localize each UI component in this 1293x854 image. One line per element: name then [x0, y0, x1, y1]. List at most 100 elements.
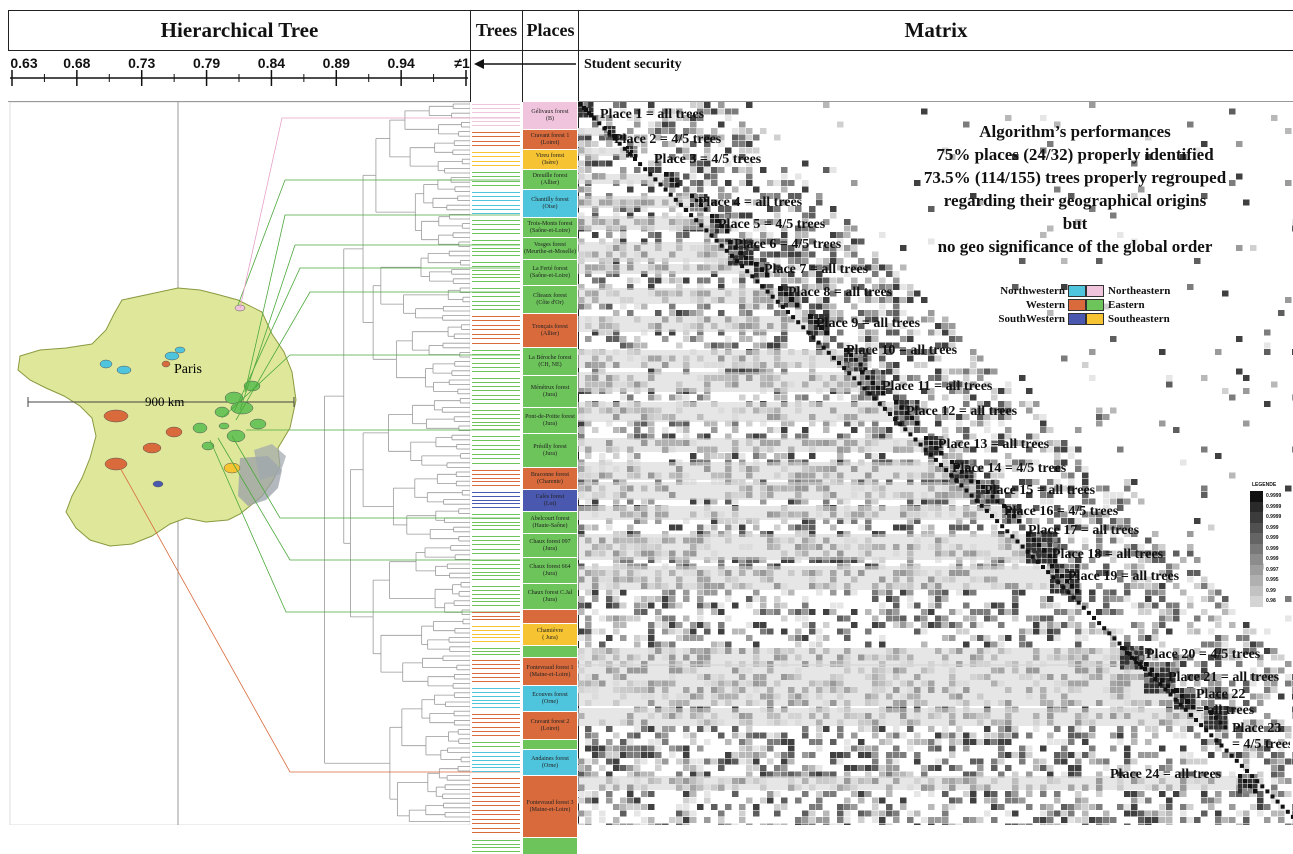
matrix-cell: [697, 804, 704, 810]
matrix-cell: [1264, 648, 1271, 654]
matrix-cell: [1194, 616, 1201, 622]
matrix-cell: [1271, 382, 1278, 388]
matrix-cell: [599, 811, 606, 817]
matrix-cell: [809, 609, 816, 615]
matrix-cell: [746, 752, 753, 758]
matrix-band: [578, 534, 1026, 560]
matrix-cell: [592, 232, 599, 238]
matrix-cell: [683, 336, 690, 342]
matrix-cell: [949, 336, 956, 342]
place-block: Cravant forest 1(Loiret): [523, 130, 577, 149]
matrix-cell: [879, 278, 886, 284]
matrix-cell: [669, 590, 676, 596]
matrix-cell: [830, 213, 837, 219]
matrix-cell: [585, 629, 592, 635]
matrix-cell: [599, 278, 606, 284]
matrix-cell: [879, 232, 886, 238]
matrix-cell: [781, 733, 788, 739]
tree-leaf-line: [472, 514, 520, 515]
matrix-cell: [1061, 440, 1068, 446]
matrix-cell: [865, 642, 872, 648]
matrix-cell: [732, 733, 739, 739]
tree-leaf-line: [472, 399, 520, 400]
matrix-cell: [1138, 603, 1145, 609]
matrix-header: Matrix: [578, 10, 1293, 50]
tree-leaf-line: [472, 425, 520, 426]
matrix-cell: [907, 817, 914, 823]
place-subregion: (Maine-et-Loire): [530, 807, 571, 814]
matrix-cell: [1061, 746, 1068, 752]
matrix-cell: [725, 804, 732, 810]
matrix-cell: [837, 343, 844, 349]
matrix-cell: [1075, 798, 1082, 804]
place-block: Abelcourt forest(Haute-Saône): [523, 512, 577, 533]
matrix-cell: [725, 525, 732, 531]
matrix-cell: [620, 616, 627, 622]
matrix-cell: [914, 752, 921, 758]
matrix-cell: [1229, 804, 1236, 810]
matrix-cell: [697, 278, 704, 284]
matrix-cell: [641, 596, 648, 602]
matrix-cell: [1040, 414, 1047, 420]
matrix-cell: [753, 590, 760, 596]
matrix-cell: [774, 343, 781, 349]
matrix-cell: [991, 798, 998, 804]
tree-leaf-line: [472, 334, 520, 335]
matrix-cell: [753, 752, 760, 758]
place-block: Présilly forest(Jura): [523, 434, 577, 467]
matrix-cell: [704, 791, 711, 797]
matrix-band: [578, 128, 604, 136]
matrix-cell: [753, 811, 760, 817]
matrix-cell: [655, 765, 662, 771]
matrix-cell: [984, 726, 991, 732]
matrix-cell: [1068, 453, 1075, 459]
matrix-cell: [1285, 596, 1292, 602]
matrix-cell: [1145, 603, 1152, 609]
matrix-cell: [844, 226, 851, 232]
matrix-cell: [767, 629, 774, 635]
tree-leaf-line: [472, 367, 520, 368]
matrix-cell: [802, 817, 809, 823]
matrix-cell: [669, 746, 676, 752]
matrix-cell: [606, 739, 613, 745]
matrix-cell: [900, 798, 907, 804]
matrix-cell: [1152, 603, 1159, 609]
matrix-cell: [1201, 746, 1208, 752]
matrix-cell: [1215, 453, 1222, 459]
matrix-cell: [1061, 817, 1068, 823]
matrix-cell: [872, 765, 879, 771]
matrix-cell: [620, 603, 627, 609]
matrix-cell: [1152, 817, 1159, 823]
tree-leaf-line: [472, 255, 520, 256]
forest-spot: [153, 481, 163, 487]
matrix-cell: [1110, 642, 1117, 648]
forest-spot: [202, 442, 214, 450]
matrix-cell: [739, 122, 746, 128]
matrix-cell: [606, 791, 613, 797]
matrix-cell: [648, 642, 655, 648]
matrix-cell: [956, 622, 963, 628]
tree-leaf-line: [472, 572, 520, 573]
matrix-cell: [907, 336, 914, 342]
matrix-cell: [613, 603, 620, 609]
matrix-cell: [935, 369, 942, 375]
place-name: Braconne forest: [531, 472, 569, 479]
matrix-cell: [1145, 811, 1152, 817]
matrix-cell: [578, 635, 585, 641]
forest-spot: [175, 347, 185, 353]
matrix-cell: [1236, 635, 1243, 641]
matrix-cell: [690, 739, 697, 745]
matrix-cell: [613, 817, 620, 823]
matrix-cell: [753, 596, 760, 602]
matrix-cell: [767, 739, 774, 745]
matrix-cell: [970, 791, 977, 797]
matrix-cell: [1187, 804, 1194, 810]
matrix-cell: [921, 317, 928, 323]
matrix-cell: [662, 596, 669, 602]
matrix-cell: [816, 590, 823, 596]
matrix-cell: [900, 297, 907, 303]
matrix-cell: [690, 180, 697, 186]
matrix-cell: [1089, 746, 1096, 752]
tree-leaf-line: [472, 681, 520, 682]
matrix-cell: [1005, 453, 1012, 459]
